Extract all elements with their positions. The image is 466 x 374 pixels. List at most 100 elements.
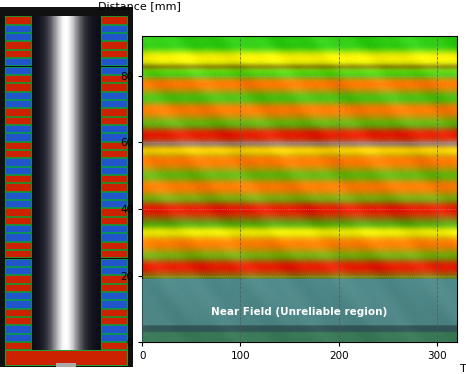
Bar xyxy=(33,16,34,350)
Bar xyxy=(58,16,59,350)
Bar xyxy=(86,16,87,350)
Bar xyxy=(5,125,32,132)
Bar xyxy=(73,16,74,350)
Bar xyxy=(101,267,127,274)
Bar xyxy=(101,33,127,40)
Bar xyxy=(82,16,83,350)
Bar xyxy=(65,16,66,350)
Bar xyxy=(101,142,127,149)
Bar xyxy=(101,125,127,132)
Bar xyxy=(74,16,75,350)
Bar xyxy=(87,16,88,350)
Bar xyxy=(5,208,32,216)
Bar xyxy=(5,33,32,40)
Bar xyxy=(60,16,61,350)
Bar xyxy=(55,16,56,350)
Bar xyxy=(5,58,32,65)
Bar xyxy=(38,16,39,350)
Bar xyxy=(84,16,85,350)
Bar xyxy=(36,16,37,350)
Bar xyxy=(101,58,127,65)
Bar xyxy=(101,175,127,183)
Bar xyxy=(63,16,64,350)
Bar xyxy=(97,16,98,350)
Bar xyxy=(101,117,127,124)
Bar xyxy=(5,250,32,257)
Bar xyxy=(101,183,127,191)
Bar xyxy=(94,16,95,350)
Bar xyxy=(90,16,91,350)
Bar xyxy=(5,292,32,299)
Text: Near Field (Unreliable region): Near Field (Unreliable region) xyxy=(211,307,388,317)
Bar xyxy=(50,16,51,350)
Bar xyxy=(79,16,80,350)
Bar xyxy=(71,16,72,350)
Bar xyxy=(5,75,32,82)
Bar xyxy=(101,108,127,116)
Bar xyxy=(71,16,72,350)
Bar xyxy=(48,16,49,350)
Bar xyxy=(70,16,71,350)
Bar xyxy=(101,275,127,282)
Bar xyxy=(96,16,97,350)
Bar xyxy=(101,300,127,307)
Bar xyxy=(97,16,98,350)
Bar xyxy=(5,158,32,166)
Bar xyxy=(89,16,90,350)
Bar xyxy=(5,100,32,107)
Bar xyxy=(50,16,51,350)
Bar xyxy=(101,167,127,174)
Bar xyxy=(5,225,32,232)
Bar xyxy=(101,250,127,257)
Bar xyxy=(61,16,62,350)
Bar xyxy=(35,16,36,350)
Bar xyxy=(80,16,81,350)
Bar xyxy=(5,275,32,282)
Bar xyxy=(99,16,100,350)
Bar xyxy=(101,325,127,332)
Bar xyxy=(101,42,127,49)
Bar xyxy=(5,317,32,324)
Bar xyxy=(101,342,127,349)
Bar xyxy=(5,309,32,316)
Bar xyxy=(39,16,40,350)
Bar xyxy=(5,92,32,99)
Bar xyxy=(38,16,39,350)
Bar xyxy=(5,192,32,199)
Bar xyxy=(63,16,64,350)
Bar xyxy=(57,16,58,350)
Bar xyxy=(75,16,76,350)
Bar xyxy=(5,175,32,183)
Bar xyxy=(95,16,96,350)
Bar xyxy=(82,16,83,350)
Bar xyxy=(56,16,57,350)
Bar xyxy=(76,16,77,350)
Bar xyxy=(52,16,53,350)
Bar xyxy=(101,217,127,224)
Bar xyxy=(83,16,84,350)
Bar xyxy=(75,16,76,350)
Bar xyxy=(88,16,89,350)
Bar xyxy=(84,16,85,350)
Bar xyxy=(49,16,50,350)
Bar xyxy=(101,25,127,32)
Bar xyxy=(45,16,46,350)
Bar xyxy=(5,200,32,207)
Bar xyxy=(76,16,77,350)
Bar xyxy=(78,16,79,350)
Bar xyxy=(70,16,71,350)
Bar xyxy=(68,16,69,350)
Bar xyxy=(93,16,94,350)
Bar xyxy=(73,16,74,350)
Bar xyxy=(53,16,54,350)
Bar xyxy=(77,16,78,350)
Bar xyxy=(5,300,32,307)
Bar xyxy=(5,167,32,174)
Bar xyxy=(5,242,32,249)
Bar xyxy=(44,16,45,350)
Bar xyxy=(5,267,32,274)
Bar xyxy=(34,16,36,350)
Bar xyxy=(62,16,63,350)
Bar xyxy=(61,16,62,350)
Bar xyxy=(51,16,52,350)
